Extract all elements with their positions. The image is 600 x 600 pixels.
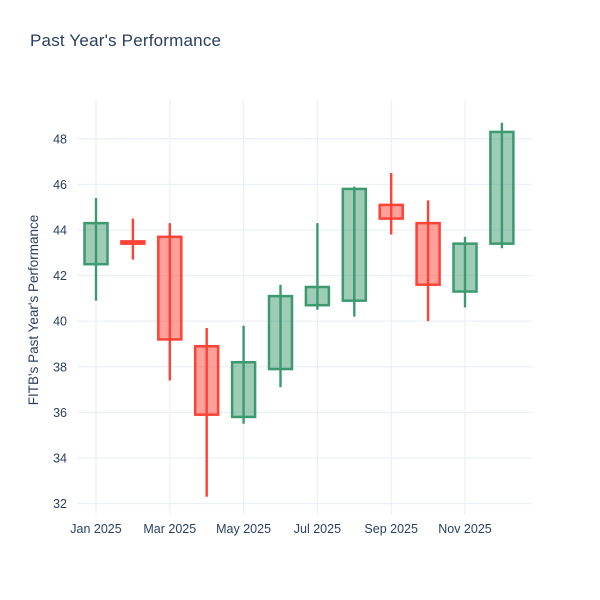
candle-body [378, 203, 404, 220]
candle-Mar-2025[interactable] [157, 223, 183, 381]
y-axis: 32 34 36 38 40 42 44 46 48 [53, 132, 67, 511]
candle-Dec-2025[interactable] [489, 122, 515, 249]
gridlines [77, 100, 532, 515]
x-tick-label: Sep 2025 [364, 522, 418, 536]
candle-Apr-2025[interactable] [193, 328, 220, 497]
candle-body [157, 235, 183, 341]
y-tick-label: 36 [53, 406, 67, 420]
candle-body [415, 221, 441, 286]
candle-body [304, 285, 331, 307]
y-tick-label: 48 [53, 132, 67, 146]
x-tick-label: Mar 2025 [143, 522, 196, 536]
candle-body [83, 221, 109, 266]
candle-Nov-2025[interactable] [452, 236, 478, 308]
x-tick-label: May 2025 [216, 522, 271, 536]
y-tick-label: 34 [53, 451, 67, 465]
candle-body [452, 242, 478, 293]
x-tick-label: Jan 2025 [70, 522, 121, 536]
candle-body [120, 240, 146, 245]
y-tick-label: 44 [53, 223, 67, 237]
y-axis-title: FITB's Past Year's Performance [26, 214, 41, 406]
y-tick-label: 40 [53, 315, 67, 329]
chart-title: Past Year's Performance [30, 31, 222, 50]
candle-Feb-2025[interactable] [120, 218, 146, 260]
candle-Aug-2025[interactable] [341, 186, 368, 317]
x-tick-label: Nov 2025 [438, 522, 492, 536]
candle-body [230, 360, 257, 419]
x-tick-label: Jul 2025 [294, 522, 341, 536]
candle-body [489, 130, 515, 245]
x-axis: Jan 2025 Mar 2025 May 2025 Jul 2025 Sep 2025… [70, 522, 492, 536]
candle-Jul-2025[interactable] [304, 223, 331, 310]
y-tick-label: 46 [53, 178, 67, 192]
candle-Sep-2025[interactable] [378, 172, 404, 235]
candle-May-2025[interactable] [230, 325, 257, 424]
candle-body [341, 187, 368, 302]
candle-Oct-2025[interactable] [415, 200, 441, 322]
y-tick-label: 32 [53, 497, 67, 511]
candle-Jan-2025[interactable] [83, 198, 109, 301]
y-tick-label: 38 [53, 360, 67, 374]
candle-Jun-2025[interactable] [267, 284, 294, 388]
y-tick-label: 42 [53, 269, 67, 283]
candle-body [267, 294, 294, 371]
candle-body [193, 345, 220, 416]
